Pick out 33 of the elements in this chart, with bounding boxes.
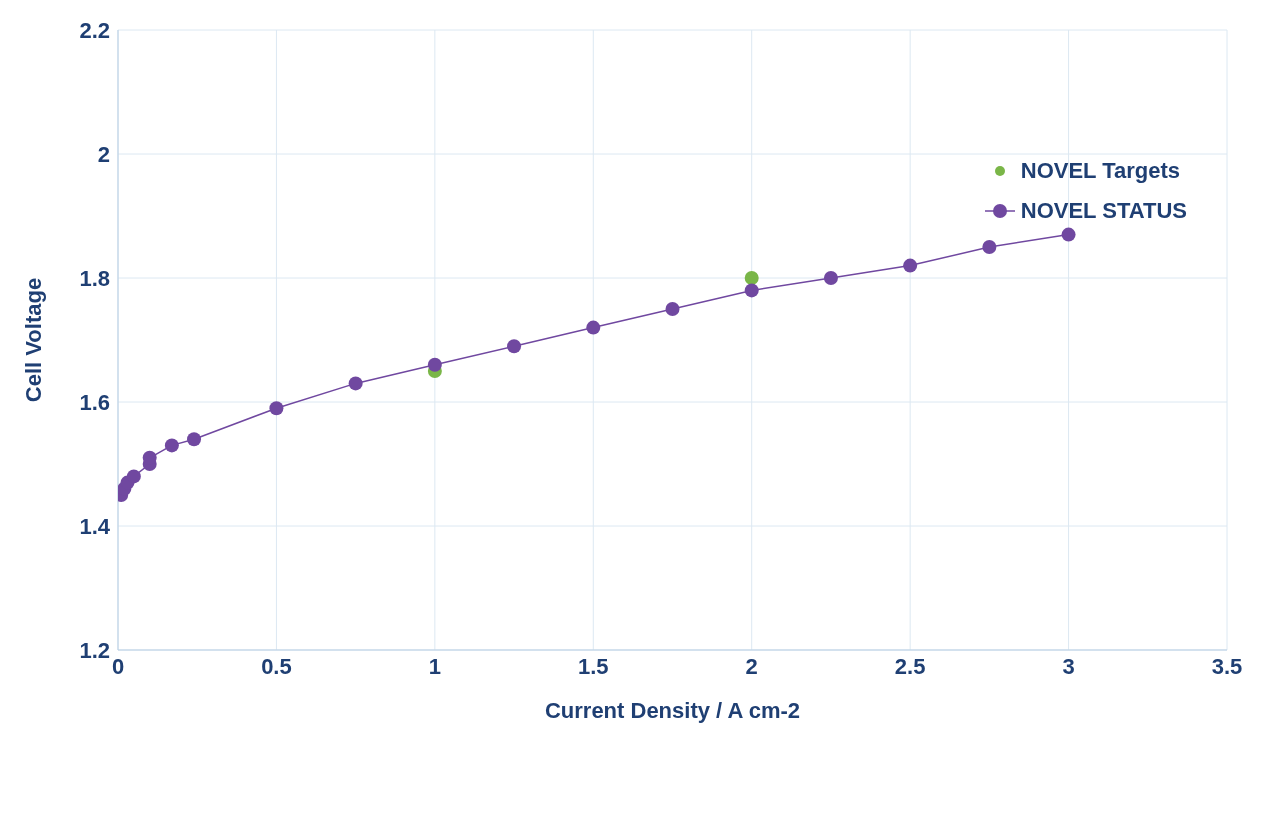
- y-tick-label: 1.6: [79, 389, 110, 415]
- x-tick-label: 0: [111, 653, 125, 679]
- point: [586, 320, 601, 335]
- x-tick-label: 1.5: [577, 653, 609, 679]
- legend-label: NOVEL Targets: [1020, 158, 1181, 184]
- point: [507, 339, 522, 354]
- y-tick-label: 1.8: [79, 265, 110, 291]
- point: [982, 240, 997, 254]
- point: [348, 376, 363, 391]
- point: [427, 357, 442, 372]
- point: [744, 283, 759, 298]
- point: [665, 302, 680, 316]
- y-axis-title: Cell Voltage: [20, 277, 46, 403]
- x-tick-label: 1: [428, 653, 441, 679]
- point: [1061, 227, 1076, 242]
- y-tick-label: 2.2: [79, 17, 110, 43]
- legend-label: NOVEL STATUS: [1020, 198, 1187, 224]
- x-tick-label: 2.5: [894, 653, 926, 679]
- point: [903, 258, 918, 273]
- x-tick-label: 0.5: [261, 653, 292, 679]
- point: [164, 438, 179, 453]
- point: [126, 469, 141, 484]
- point: [823, 271, 838, 285]
- y-tick-label: 1.4: [79, 513, 111, 539]
- y-tick-label: 2: [97, 141, 110, 167]
- point: [269, 401, 284, 416]
- x-axis-title: Current Density / A cm-2: [544, 698, 801, 723]
- x-tick-label: 3.5: [1211, 653, 1243, 679]
- point: [744, 271, 759, 285]
- x-tick-label: 3: [1062, 653, 1075, 679]
- point: [187, 432, 202, 447]
- x-tick-label: 2: [745, 653, 758, 679]
- y-tick-label: 1.2: [79, 637, 110, 663]
